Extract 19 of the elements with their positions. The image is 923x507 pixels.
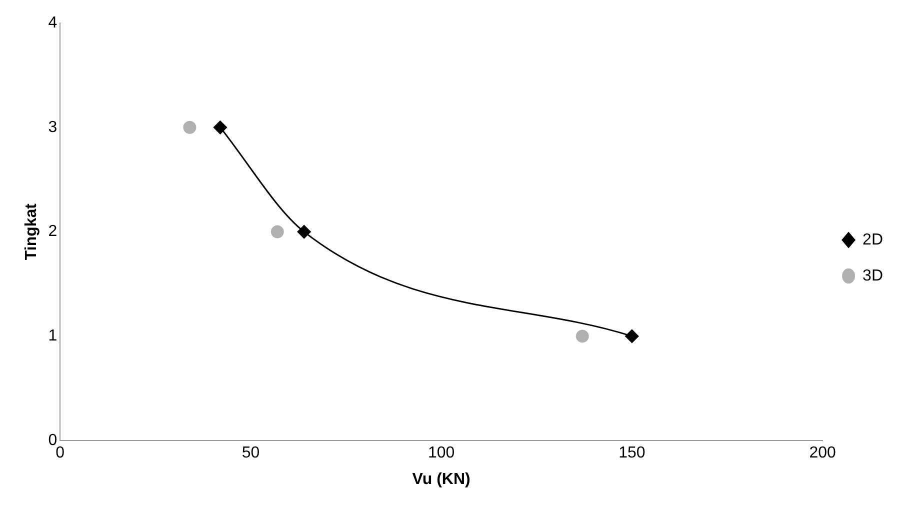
point	[625, 329, 639, 343]
point	[576, 330, 589, 343]
x-tick-label: 200	[809, 444, 836, 462]
legend-label: 2D	[862, 231, 883, 248]
point	[297, 225, 311, 239]
x-tick-label: 50	[242, 444, 260, 462]
y-tick-label: 1	[48, 328, 58, 345]
legend-label: 3D	[862, 267, 883, 284]
point	[183, 120, 196, 134]
y-tick-label: 3	[48, 118, 58, 136]
x-axis-title: Vu (KN)	[412, 470, 470, 488]
point	[270, 225, 284, 238]
x-tick-label: 100	[428, 444, 455, 462]
y-tick-label: 4	[48, 14, 58, 32]
y-axis-title: Tingkat	[23, 202, 40, 260]
point	[213, 120, 227, 134]
x-tick-label: 150	[618, 444, 646, 462]
y-tick-label: 0	[48, 432, 58, 450]
y-tick-label: 2	[48, 223, 58, 240]
